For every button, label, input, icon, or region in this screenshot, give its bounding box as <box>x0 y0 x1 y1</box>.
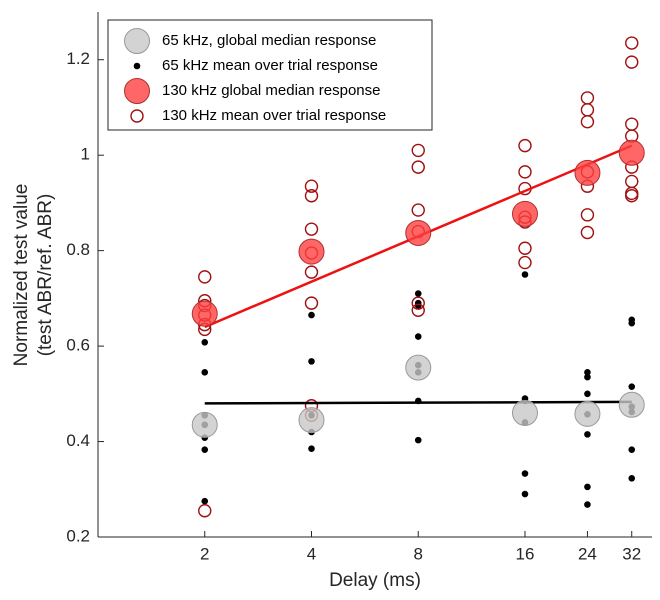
trial-dot <box>628 383 636 390</box>
y-tick-label: 0.2 <box>66 526 90 545</box>
trial-ring <box>518 138 532 153</box>
x-tick-label: 24 <box>578 544 597 563</box>
trial-ring <box>304 189 319 203</box>
trial-dot <box>584 501 591 508</box>
legend-label: 65 kHz mean over trial response <box>162 57 378 74</box>
x-tick-label: 16 <box>516 544 535 563</box>
trial-ring <box>625 117 639 131</box>
y-axis-label: Normalized test value <box>11 184 32 367</box>
y-tick-label: 1 <box>81 145 90 164</box>
trial-dot <box>584 483 591 491</box>
trial-ring <box>411 303 425 317</box>
fit-line <box>204 400 632 405</box>
trial-ring <box>580 208 595 222</box>
trial-dot <box>201 338 209 346</box>
legend-label: 130 kHz global median response <box>162 82 380 99</box>
trial-ring <box>198 270 212 284</box>
trial-ring <box>304 222 319 236</box>
trial-ring <box>580 91 595 105</box>
median-marker <box>298 407 325 434</box>
median-marker <box>298 238 325 265</box>
trial-dot <box>628 446 636 453</box>
trial-ring <box>411 296 425 310</box>
legend-label: 65 kHz, global median response <box>162 32 376 49</box>
trial-ring <box>580 225 595 240</box>
y-tick-label: 0.6 <box>66 336 90 355</box>
trial-dot <box>628 474 636 482</box>
trial-ring <box>625 36 639 50</box>
legend-box <box>107 19 433 131</box>
median-marker <box>618 139 645 166</box>
trial-dot <box>584 373 591 381</box>
y-tick-label: 0.8 <box>66 240 90 259</box>
median-marker <box>124 78 150 104</box>
trial-dot <box>201 369 209 376</box>
median-marker <box>574 400 601 427</box>
trial-dot <box>584 431 591 438</box>
trial-dot <box>521 271 529 278</box>
trial-ring <box>304 296 319 310</box>
median-marker <box>191 411 218 438</box>
trial-dot <box>308 358 315 365</box>
median-marker <box>124 28 150 54</box>
trial-dot <box>414 290 422 297</box>
x-tick-label: 32 <box>622 544 641 563</box>
legend-label: 130 kHz mean over trial response <box>162 107 386 124</box>
y-tick-label: 0.4 <box>66 431 90 450</box>
median-marker <box>618 391 645 418</box>
trial-ring <box>625 189 639 203</box>
trial-ring <box>304 265 319 279</box>
median-marker <box>191 300 218 327</box>
trial-ring <box>411 143 425 158</box>
median-marker <box>405 219 432 246</box>
trial-ring <box>411 203 425 217</box>
median-marker <box>405 354 432 381</box>
trial-dot <box>308 445 315 453</box>
trial-ring <box>580 103 595 117</box>
y-tick-label: 1.2 <box>66 49 90 68</box>
trial-dot <box>414 436 422 444</box>
trial-ring <box>580 115 595 129</box>
trial-ring <box>518 165 532 179</box>
median-marker <box>511 399 538 426</box>
trial-dot <box>521 470 529 477</box>
trial-ring <box>411 160 425 174</box>
trial-dot <box>201 446 209 453</box>
x-tick-label: 4 <box>307 544 316 563</box>
median-marker <box>574 159 601 186</box>
trial-dot <box>628 319 636 327</box>
trial-ring <box>518 241 532 255</box>
trial-dot <box>584 390 591 398</box>
trial-dot <box>414 333 422 340</box>
y-axis-label: (test ABR/ref. ABR) <box>35 194 56 357</box>
trial-dot <box>201 497 209 505</box>
trial-dot <box>133 62 141 70</box>
median-marker <box>511 200 538 227</box>
trial-ring <box>198 504 212 518</box>
x-tick-label: 8 <box>414 544 423 563</box>
trial-dot <box>584 369 591 376</box>
x-tick-label: 2 <box>200 544 209 563</box>
trial-ring <box>130 109 144 123</box>
trial-ring <box>518 255 532 270</box>
trial-ring <box>625 55 639 69</box>
legend: 65 kHz, global median response 65 kHz mea… <box>107 19 433 131</box>
trial-dot <box>521 490 529 498</box>
x-axis-label: Delay (ms) <box>329 570 421 591</box>
trial-ring <box>304 179 319 193</box>
trial-ring <box>625 174 639 189</box>
trial-dot <box>308 311 315 319</box>
